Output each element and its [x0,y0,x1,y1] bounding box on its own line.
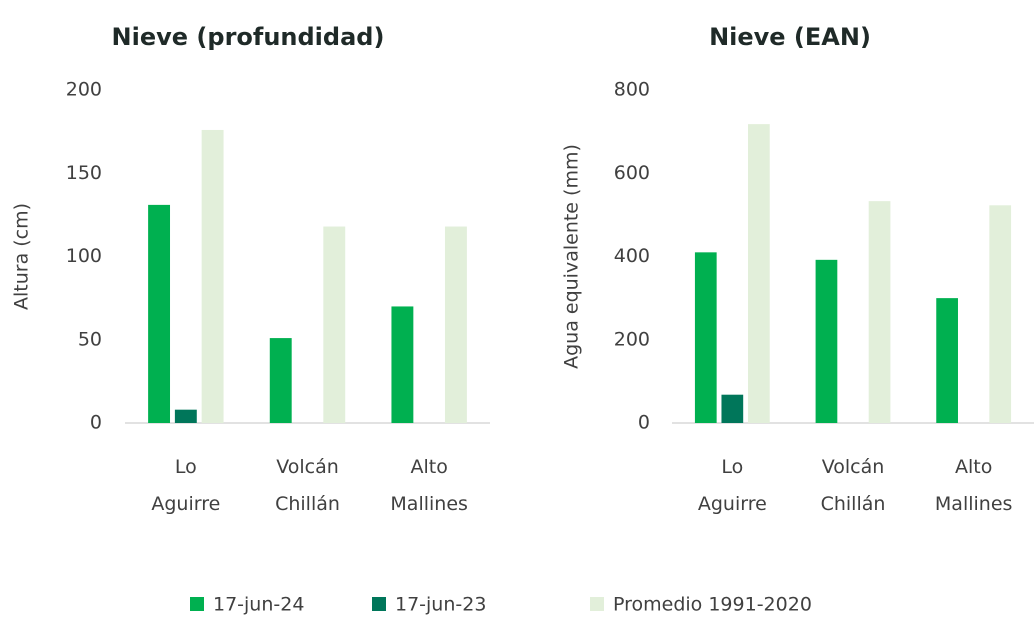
y-axis-title: Agua equivalente (mm) [561,144,583,369]
x-tick-label-line: Aguirre [698,493,767,515]
y-axis-title: Altura (cm) [11,203,33,310]
chart-title: Nieve (EAN) [709,23,871,51]
x-tick-label-line: Alto [410,456,447,478]
chart-title: Nieve (profundidad) [112,23,385,51]
y-tick-label: 200 [614,328,650,350]
x-tick-label: Alto Mallines [390,456,468,515]
bar [748,124,770,423]
x-tick-label: Volcán Chillán [275,456,340,515]
bar [174,409,197,423]
x-tick-label-line: Volcán [822,456,885,478]
legend-label: Promedio 1991-2020 [613,594,812,616]
bar [815,259,838,423]
x-tick-label: Alto Mallines [935,456,1013,515]
bar [201,129,224,423]
x-tick-label-line: Lo [721,456,743,478]
legend-swatch [190,597,204,611]
y-tick-label: 150 [66,162,102,184]
y-tick-label: 400 [614,245,650,267]
bar [936,298,958,423]
y-tick-label: 800 [614,79,650,101]
bar [391,306,414,423]
bar [721,394,744,423]
bar [868,201,891,423]
x-tick-label: Lo Aguirre [151,456,220,515]
bar [989,205,1012,423]
x-tick-label-line: Alto [955,456,992,478]
x-tick-label-line: Aguirre [151,493,220,515]
x-tick-label-line: Lo [175,456,197,478]
legend-swatch [372,597,386,611]
legend-label: 17-jun-24 [213,594,304,616]
y-tick-label: 50 [78,328,102,350]
bar [444,226,467,423]
legend-label: 17-jun-23 [395,594,486,616]
x-tick-label-line: Mallines [935,493,1013,515]
bar [269,338,292,423]
y-tick-label: 0 [90,412,102,434]
x-tick-label: Lo Aguirre [698,456,767,515]
bar [694,252,717,423]
x-tick-label-line: Volcán [276,456,339,478]
x-tick-label: Volcán Chillán [821,456,886,515]
y-tick-label: 600 [614,162,650,184]
y-tick-label: 0 [638,412,650,434]
x-tick-label-line: Chillán [821,493,886,515]
x-tick-label-line: Chillán [275,493,340,515]
bar [323,226,346,423]
x-tick-label-line: Mallines [390,493,468,515]
legend-swatch [590,597,604,611]
bar [148,204,171,423]
y-tick-label: 100 [66,245,102,267]
y-tick-label: 200 [66,79,102,101]
